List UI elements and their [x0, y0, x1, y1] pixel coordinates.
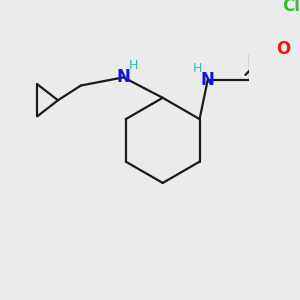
- Text: H: H: [129, 59, 138, 72]
- Text: N: N: [201, 71, 215, 89]
- Text: H: H: [193, 62, 203, 75]
- Text: O: O: [276, 40, 290, 58]
- Text: Cl: Cl: [282, 0, 300, 15]
- Text: N: N: [116, 68, 130, 86]
